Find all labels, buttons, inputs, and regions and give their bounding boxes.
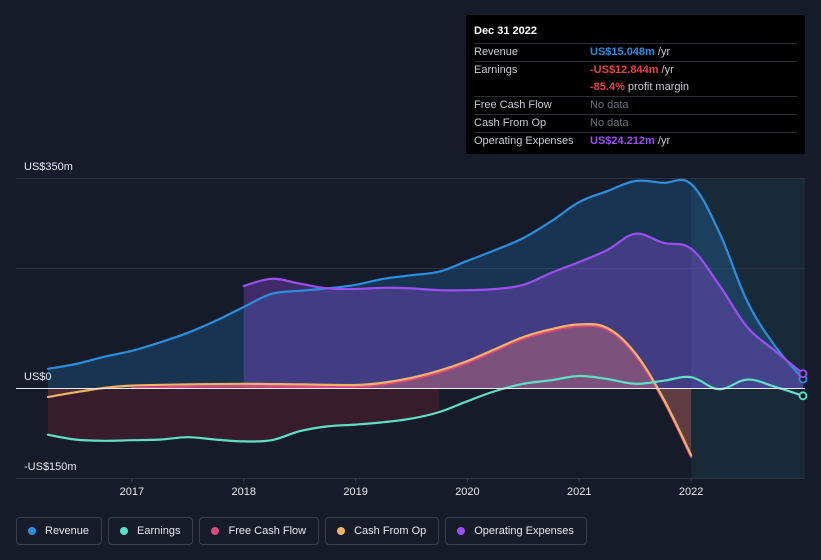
y-tick-label-top: US$350m [24,161,73,173]
tooltip-label [474,79,590,96]
legend-label: Operating Expenses [474,525,574,537]
area-earnings-negative [48,388,440,442]
legend-dot-icon [337,527,346,535]
legend-label: Free Cash Flow [228,525,307,537]
legend-item-earnings[interactable]: Earnings [108,517,194,545]
tooltip-row-earnings: Earnings -US$12.844m /yr [474,61,797,79]
tooltip-label: Revenue [474,46,519,58]
series-areas [48,179,804,457]
x-tick-label-4: 2021 [567,486,591,498]
tooltip-suffix: /yr [654,46,671,58]
tooltip-row-opex: Operating Expenses US$24.212m /yr [474,132,797,150]
tooltip-date: Dec 31 2022 [474,25,537,37]
legend-dot-icon [211,527,220,535]
x-tick-label-2: 2019 [343,486,367,498]
x-tick-label-3: 2020 [455,486,479,498]
tooltip-suffix: /yr [658,64,674,76]
x-tick-label-0: 2017 [120,486,144,498]
x-tick-label-1: 2018 [231,486,255,498]
series-endpoints [798,369,808,401]
line-operating-expenses [242,232,805,375]
tooltip-label: Cash From Op [474,117,547,129]
endpoint-earnings [798,391,808,401]
tooltip-opex-value: US$24.212m [590,135,655,147]
legend-dot-icon [457,527,466,535]
series-lines [46,178,805,459]
legend-item-operating-expenses[interactable]: Operating Expenses [445,517,587,545]
legend-item-cash-from-op[interactable]: Cash From Op [325,517,440,545]
line-earnings [46,374,805,443]
tooltip-row-margin: -85.4% profit margin [474,79,797,96]
tooltip-label: Free Cash Flow [474,99,552,111]
legend-label: Earnings [137,525,181,537]
y-tick-label-zero: US$0 [24,371,52,383]
legend-dot-icon [28,527,36,535]
legend-dot-icon [120,527,129,535]
x-tick-label-5: 2022 [679,486,703,498]
x-axis: 2017 2018 2019 2020 2021 2022 [120,478,703,498]
area-revenue [48,179,803,388]
legend-label: Cash From Op [354,525,427,537]
tooltip-revenue-value: US$15.048m [590,46,655,58]
tooltip-row-revenue: Revenue US$15.048m /yr [474,43,797,61]
tooltip-margin-value: -85.4% [590,81,625,93]
tooltip-cfo-value: No data [590,117,629,129]
hover-tooltip: Dec 31 2022 Revenue US$15.048m /yr Earni… [466,15,805,154]
line-free-cash-flow [130,324,693,459]
legend: Revenue Earnings Free Cash Flow Cash Fro… [16,517,587,545]
tooltip-fcf-value: No data [590,99,629,111]
tooltip-suffix: profit margin [624,81,690,93]
tooltip-label: Earnings [474,64,518,76]
tooltip-suffix: /yr [654,135,671,147]
line-cash-from-op [46,322,693,457]
line-revenue [46,178,805,381]
area-free-cash-flow [131,325,692,457]
tooltip-value-wrap: US$24.212m /yr [590,133,670,150]
tooltip-label: Operating Expenses [474,135,574,147]
y-tick-label-bottom: -US$150m [24,461,77,473]
tooltip-earnings-value: -US$12.844m [590,64,659,76]
tooltip-value-wrap: -US$12.844m /yr [590,62,674,79]
tooltip-value-wrap: US$15.048m /yr [590,44,670,61]
tooltip-row-cfo: Cash From Op No data [474,114,797,132]
y-axis: US$350m US$0 -US$150m [24,161,77,473]
tooltip-row-fcf: Free Cash Flow No data [474,96,797,114]
tooltip-value-wrap: -85.4% profit margin [590,79,689,96]
endpoint-operating-expenses [798,369,808,379]
legend-label: Revenue [45,525,90,537]
legend-item-free-cash-flow[interactable]: Free Cash Flow [199,517,320,545]
legend-item-revenue[interactable]: Revenue [16,517,103,545]
area-operating-expenses [243,233,804,388]
area-cash-from-op [48,324,692,456]
